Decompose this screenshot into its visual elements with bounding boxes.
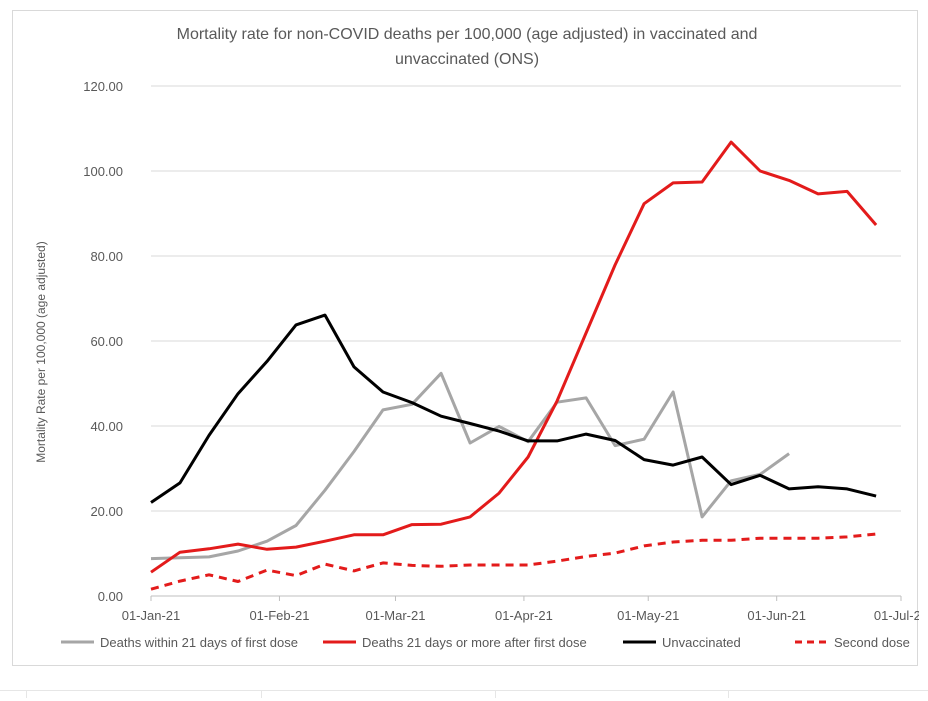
chart-frame: Mortality rate for non-COVID deaths per … xyxy=(12,10,919,666)
x-tick-label: 01-Jun-21 xyxy=(747,608,806,623)
footer-tick xyxy=(728,690,729,698)
legend-label: Unvaccinated xyxy=(662,635,741,650)
y-tick-label: 40.00 xyxy=(90,419,123,434)
chart-title-line-2: unvaccinated (ONS) xyxy=(395,51,539,68)
legend-label: Second dose xyxy=(834,635,910,650)
x-tick-label: 01-Apr-21 xyxy=(495,608,553,623)
chart-svg: Mortality rate for non-COVID deaths per … xyxy=(34,26,919,650)
y-tick-label: 120.00 xyxy=(83,79,123,94)
footer-tick xyxy=(261,690,262,698)
y-axis-label: Mortality Rate per 100,000 (age adjusted… xyxy=(34,241,48,462)
y-tick-label: 60.00 xyxy=(90,334,123,349)
x-tick-label: 01-Jan-21 xyxy=(122,608,181,623)
footer-tick xyxy=(495,690,496,698)
footer-tick xyxy=(26,690,27,698)
x-tick-label: 01-Jul-21 xyxy=(874,608,919,623)
series-line-unvaccinated xyxy=(150,313,877,504)
x-tick-label: 01-May-21 xyxy=(617,608,679,623)
chart-title-line-1: Mortality rate for non-COVID deaths per … xyxy=(177,26,758,43)
legend: Deaths within 21 days of first dose Death… xyxy=(61,635,910,650)
chart-title: Mortality rate for non-COVID deaths per … xyxy=(177,26,758,68)
y-tick-label: 80.00 xyxy=(90,249,123,264)
legend-label: Deaths 21 days or more after first dose xyxy=(362,635,587,650)
x-tick-label: 01-Feb-21 xyxy=(249,608,309,623)
y-tick-label: 20.00 xyxy=(90,504,123,519)
x-tick-label: 01-Mar-21 xyxy=(365,608,425,623)
axes: 0.00 20.00 40.00 60.00 80.00 100.00 120.00 01-J… xyxy=(83,79,919,623)
legend-label: Deaths within 21 days of first dose xyxy=(100,635,298,650)
series-line-deaths-21-days-or-more-after-first-dose xyxy=(150,140,878,574)
gridlines xyxy=(151,85,901,512)
y-tick-label: 0.00 xyxy=(98,589,123,604)
series-lines xyxy=(150,140,878,591)
series-line-deaths-within-21-days-of-first-dose xyxy=(150,371,790,561)
y-tick-label: 100.00 xyxy=(83,164,123,179)
footer-divider xyxy=(0,690,928,691)
